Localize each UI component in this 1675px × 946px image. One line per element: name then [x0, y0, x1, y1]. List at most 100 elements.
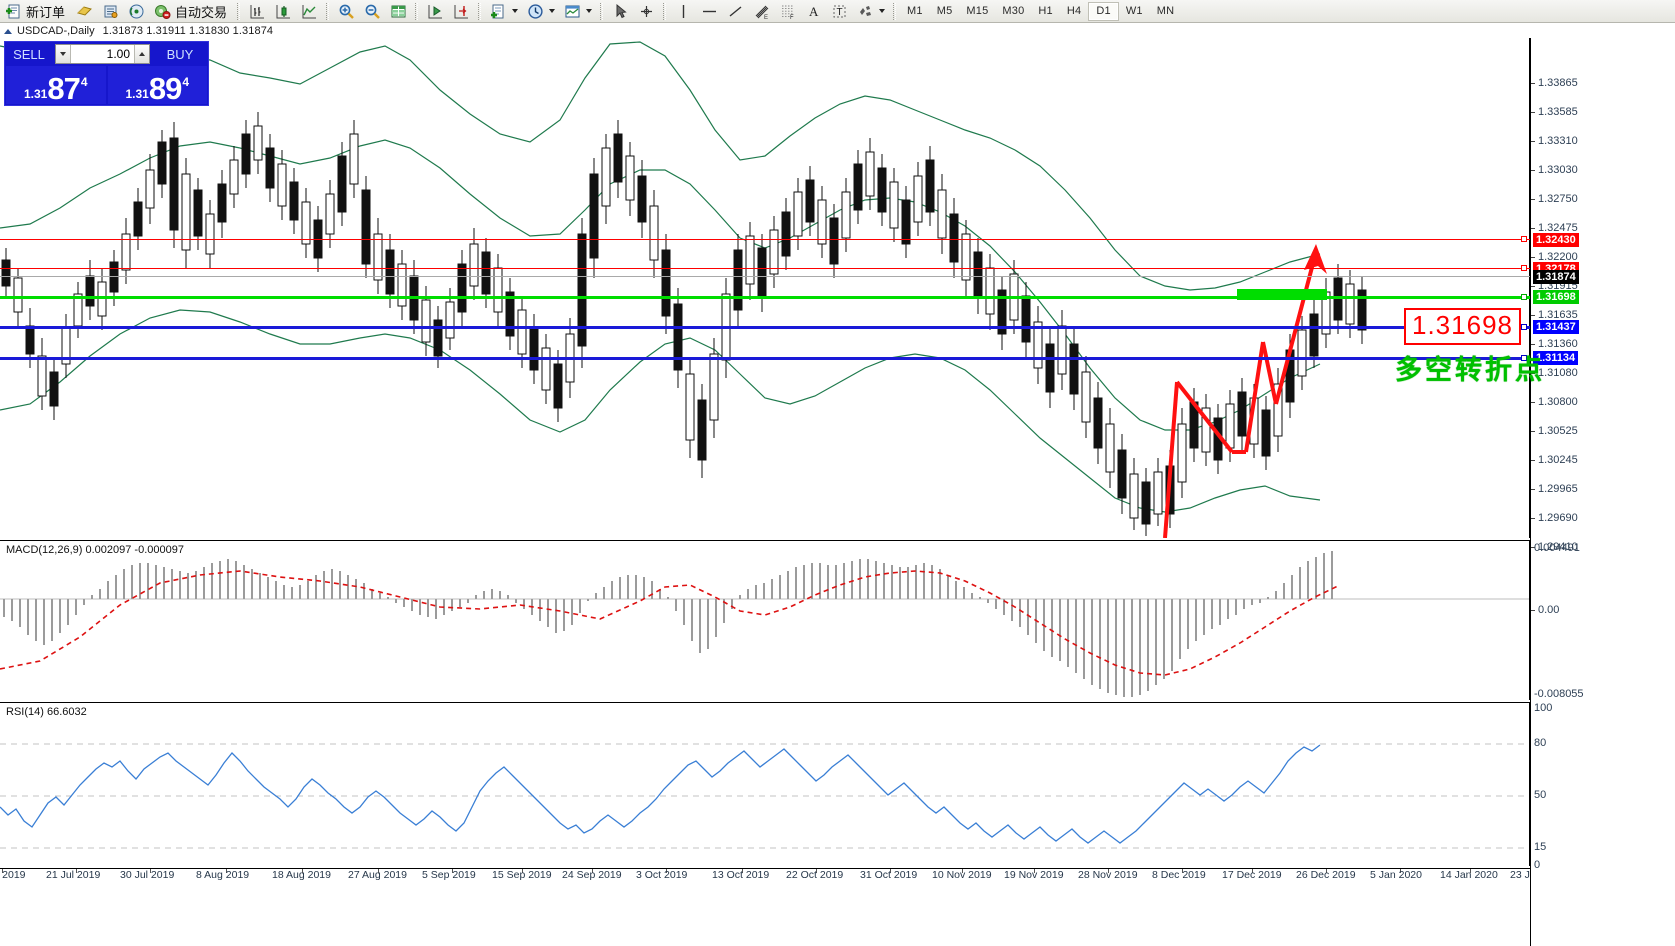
support-line-131437[interactable] [0, 326, 1530, 329]
price-tick: 1.33310 [1531, 135, 1578, 147]
timeframe-button-mn[interactable]: MN [1156, 5, 1175, 17]
support-line-131437-handle[interactable] [1521, 324, 1527, 330]
zoom-in-icon[interactable] [335, 1, 357, 22]
collapse-triangle-icon[interactable] [4, 28, 12, 34]
cursor-button[interactable] [607, 0, 633, 22]
chart-canvas-area[interactable]: MACD(12,26,9) 0.002097 -0.000097 [0, 38, 1675, 946]
market-watch-icon[interactable] [125, 1, 147, 22]
zoom-in-button[interactable] [333, 0, 359, 22]
equidistant-channel-icon[interactable]: E [750, 1, 772, 22]
support-line-131134[interactable] [0, 357, 1530, 360]
terminal-button[interactable] [97, 0, 123, 22]
vertical-line-button[interactable] [670, 0, 696, 22]
templates-icon[interactable] [561, 1, 583, 22]
auto-scroll-icon[interactable] [424, 1, 446, 22]
shapes-button[interactable] [852, 0, 889, 22]
new-order-icon[interactable] [2, 1, 24, 22]
timeframe-button-h1[interactable]: H1 [1038, 5, 1053, 17]
timeframe-button-d1[interactable]: D1 [1088, 1, 1119, 21]
pivot-line-131698[interactable] [0, 296, 1530, 299]
support-line-131134-handle[interactable] [1521, 355, 1527, 361]
vertical-line-icon[interactable] [672, 1, 694, 22]
indicators-icon[interactable] [487, 1, 509, 22]
autotrading-button[interactable]: 自动交易 [149, 0, 233, 22]
price-callout-annotation[interactable]: 1.31698 [1404, 308, 1521, 345]
period-clock-button[interactable] [522, 0, 559, 22]
resistance-line-132430-handle[interactable] [1521, 236, 1527, 242]
buy-button[interactable]: 1.31 89 4 [107, 66, 207, 104]
profile-button[interactable] [71, 0, 97, 22]
shapes-icon[interactable] [854, 1, 876, 22]
volume-stepper[interactable]: 1.00 [55, 44, 150, 64]
chart-shift-button[interactable] [448, 0, 474, 22]
volume-value[interactable]: 1.00 [106, 47, 130, 61]
new-order-button[interactable]: 新订单 [0, 0, 71, 22]
price-tick: 1.32750 [1531, 193, 1578, 205]
scale-price-chip[interactable]: 1.31134 [1533, 351, 1579, 365]
scale-price-chip[interactable]: 1.32430 [1533, 233, 1579, 247]
chevron-down-icon[interactable] [583, 1, 594, 21]
crosshair-button[interactable] [633, 0, 659, 22]
zoom-out-button[interactable] [359, 0, 385, 22]
resistance-line-132178[interactable] [0, 268, 1530, 269]
zoom-out-icon[interactable] [361, 1, 383, 22]
price-scale[interactable]: 1.33865 1.33585 1.33310 1.33030 1.32750 1.324… [1530, 38, 1675, 946]
timeframe-button-w1[interactable]: W1 [1125, 5, 1143, 17]
timeframe-button-m5[interactable]: M5 [936, 5, 953, 17]
fibonacci-retracement-button[interactable]: F [774, 0, 800, 22]
candlestick-chart-button[interactable] [270, 0, 296, 22]
horizontal-line-icon[interactable] [698, 1, 720, 22]
candlestick-chart-icon[interactable] [272, 1, 294, 22]
chart-shift-icon[interactable] [450, 1, 472, 22]
scale-price-chip[interactable]: 1.31698 [1533, 290, 1579, 304]
timeframe-button-m15[interactable]: M15 [966, 5, 989, 17]
trendline-button[interactable] [722, 0, 748, 22]
resistance-line-132430[interactable] [0, 239, 1530, 240]
scale-price-chip[interactable]: 1.31437 [1533, 320, 1579, 334]
chinese-note-annotation[interactable]: 多空转折点 [1395, 355, 1545, 385]
chevron-down-icon[interactable] [546, 1, 557, 21]
bar-chart-icon[interactable] [246, 1, 268, 22]
text-label-button[interactable]: T [826, 0, 852, 22]
sell-button[interactable]: 1.31 87 4 [6, 66, 106, 104]
line-chart-icon[interactable] [298, 1, 320, 22]
period-clock-icon[interactable] [524, 1, 546, 22]
terminal-icon[interactable] [99, 1, 121, 22]
profile-icon[interactable] [73, 1, 95, 22]
data-window-button[interactable] [385, 0, 411, 22]
scale-price-chip[interactable]: 1.31874 [1533, 270, 1579, 284]
timeframe-button-h4[interactable]: H4 [1066, 5, 1082, 17]
chevron-down-icon[interactable] [509, 1, 520, 21]
line-chart-button[interactable] [296, 0, 322, 22]
price-tick: 1.32475 [1531, 222, 1578, 234]
resistance-line-132178-handle[interactable] [1521, 265, 1527, 271]
trendline-icon[interactable] [724, 1, 746, 22]
pivot-zone-highlight[interactable] [1237, 289, 1327, 300]
volume-increase-button[interactable] [134, 45, 149, 63]
macd-panel[interactable]: MACD(12,26,9) 0.002097 -0.000097 [0, 540, 1530, 700]
bar-chart-button[interactable] [244, 0, 270, 22]
price-tick: 1.29690 [1531, 512, 1578, 524]
timeframe-button-m30[interactable]: M30 [1002, 5, 1025, 17]
autotrading-icon[interactable] [151, 1, 173, 22]
text-label-icon[interactable]: T [828, 1, 850, 22]
templates-button[interactable] [559, 0, 596, 22]
pivot-line-131698-handle[interactable] [1521, 294, 1527, 300]
data-window-icon[interactable] [387, 1, 409, 22]
market-watch-button[interactable] [123, 0, 149, 22]
rsi-panel[interactable]: RSI(14) 66.6032 [0, 702, 1530, 866]
text-icon[interactable]: A [802, 1, 824, 22]
equidistant-channel-button[interactable]: E [748, 0, 774, 22]
indicators-button[interactable] [485, 0, 522, 22]
chevron-down-icon[interactable] [876, 1, 887, 21]
crosshair-icon[interactable] [635, 1, 657, 22]
cursor-icon[interactable] [609, 1, 631, 22]
auto-scroll-button[interactable] [422, 0, 448, 22]
fibonacci-retracement-icon[interactable]: F [776, 1, 798, 22]
horizontal-line-button[interactable] [696, 0, 722, 22]
price-panel[interactable] [0, 38, 1530, 538]
text-button[interactable]: A [800, 0, 826, 22]
volume-decrease-button[interactable] [56, 45, 71, 63]
timeframe-button-m1[interactable]: M1 [907, 5, 923, 17]
one-click-trading-panel[interactable]: SELL 1.00 BUY 1.31 87 4 1.31 89 4 [4, 41, 209, 106]
